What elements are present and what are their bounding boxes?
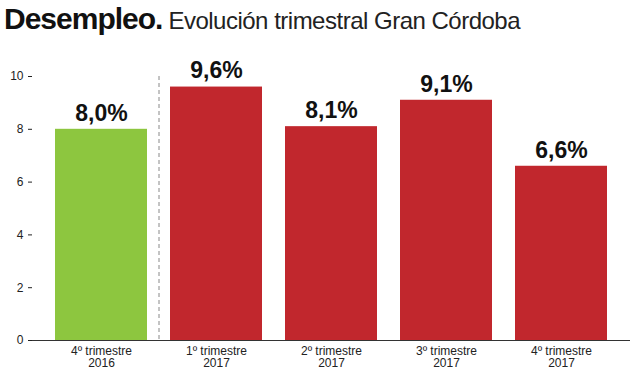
svg-text:2º trimestre2017: 2º trimestre2017: [301, 344, 362, 370]
svg-text:2: 2: [17, 281, 24, 295]
svg-text:4: 4: [17, 228, 24, 242]
svg-text:8,1%: 8,1%: [305, 97, 357, 123]
svg-text:8: 8: [17, 122, 24, 136]
svg-text:6,6%: 6,6%: [535, 137, 587, 163]
html-text:Desempleo. Evolución trimestra: Desempleo. Evolución trimestral Gran Cór…: [4, 2, 521, 35]
svg-text:4º trimestre2017: 4º trimestre2017: [531, 344, 592, 370]
svg-text:9,1%: 9,1%: [420, 71, 472, 97]
svg-text:9,6%: 9,6%: [190, 57, 242, 83]
svg-text:1º trimestre2017: 1º trimestre2017: [186, 344, 247, 370]
svg-text:3º trimestre2017: 3º trimestre2017: [416, 344, 477, 370]
svg-text:4º trimestre2016: 4º trimestre2016: [71, 344, 132, 370]
svg-text:6: 6: [17, 175, 24, 189]
svg-text:0: 0: [17, 333, 24, 347]
svg-text:8,0%: 8,0%: [75, 100, 127, 126]
svg-text:10: 10: [10, 69, 24, 83]
